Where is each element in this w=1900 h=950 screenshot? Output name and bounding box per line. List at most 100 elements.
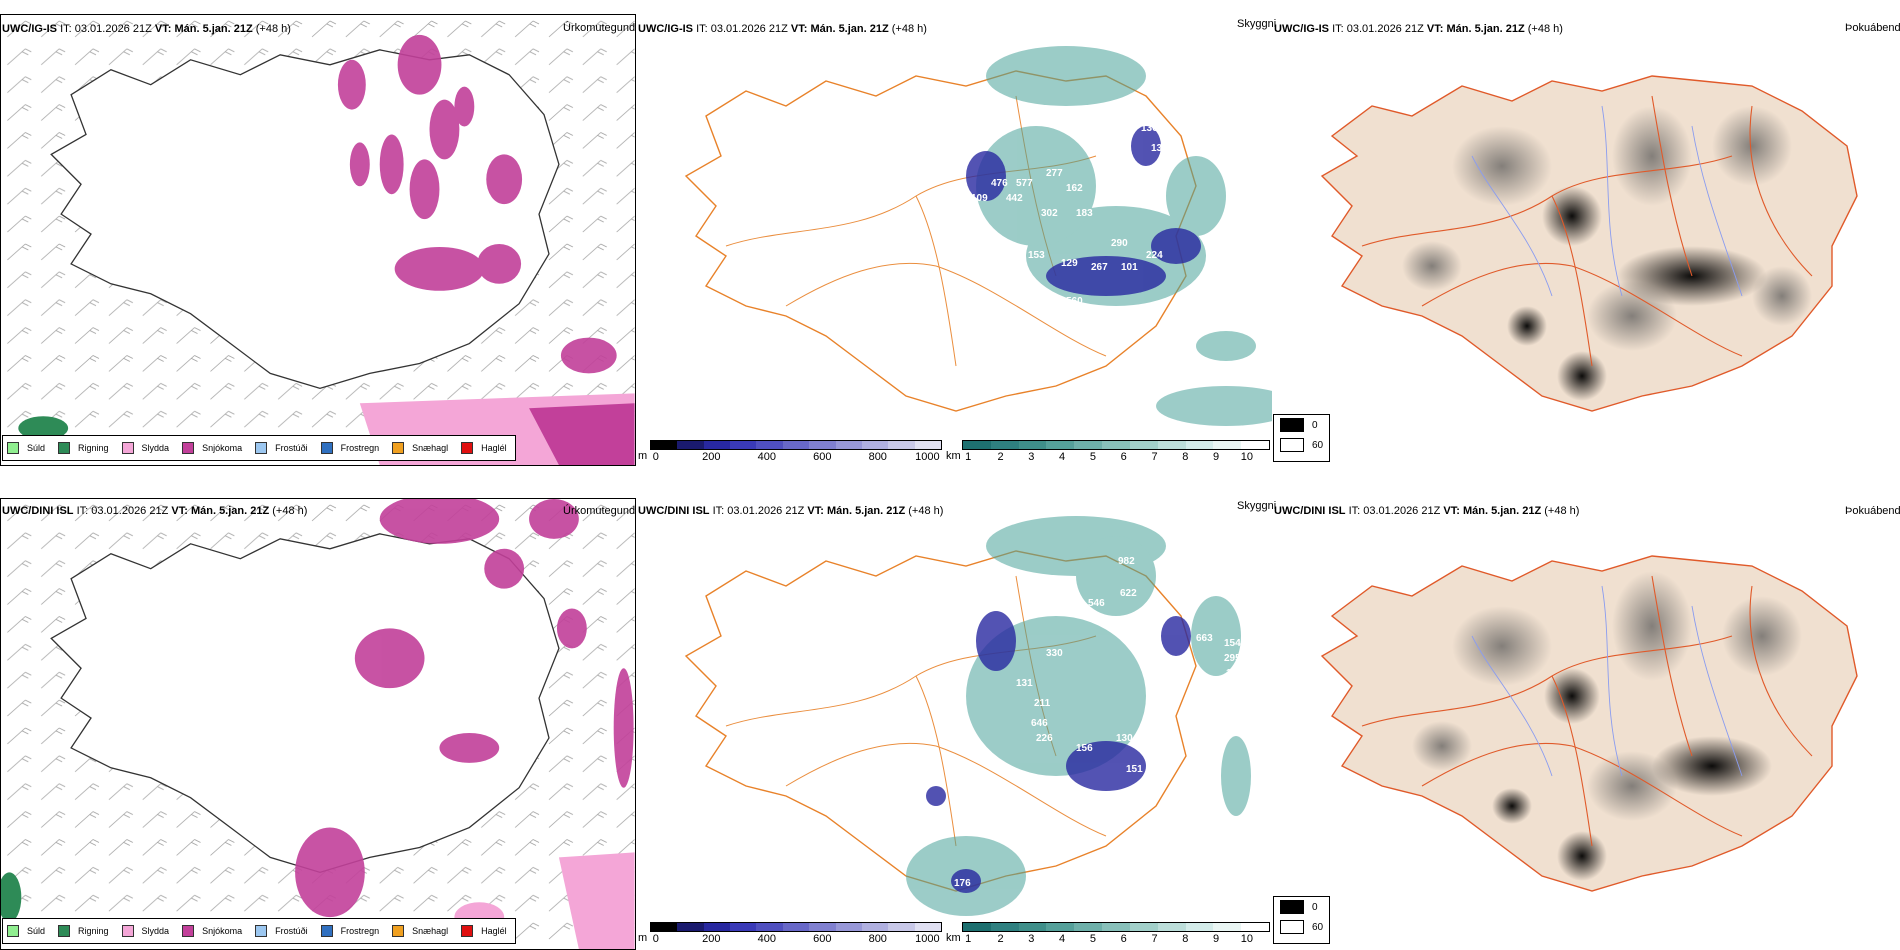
valid-value: Mán. 5.jan. 21Z xyxy=(810,23,889,35)
legend-swatch xyxy=(182,442,195,454)
visibility-title-top: Skyggni xyxy=(1237,18,1277,30)
precip-type-panel-top xyxy=(0,14,636,466)
ceiling-label: 982 xyxy=(1118,556,1135,567)
model-name: UWC/DINI ISL xyxy=(2,505,74,517)
init-value: 03.01.2026 21Z xyxy=(91,505,169,517)
ceiling-colorbar-swatches xyxy=(650,922,942,932)
precip-type-map-top xyxy=(0,14,636,466)
legend-item: Snæhagl xyxy=(392,442,448,454)
cloud-legend-top: 0 60 xyxy=(1273,414,1330,462)
valid-value: Mán. 5.jan. 21Z xyxy=(190,505,270,517)
ceiling-label: 131 xyxy=(1151,143,1168,154)
valid-value: Mán. 5.jan. 21Z xyxy=(174,23,253,35)
precip-type-title-bottom: Úrkomutegund xyxy=(563,505,636,517)
ceiling-label: 151 xyxy=(1126,764,1143,775)
legend-item: Rigning xyxy=(58,925,109,937)
precip-type-legend-bottom: Súld Rigning Slydda Snjókoma Frostúði Fr… xyxy=(2,918,516,944)
cloud-map-top xyxy=(1272,36,1900,436)
cloud-panel-top xyxy=(1272,36,1900,436)
ceiling-colorbar-top: m 0 200 400 600 800 1000 xyxy=(638,440,942,464)
ceiling-label: 137 xyxy=(939,238,956,249)
legend-swatch xyxy=(7,925,19,937)
ceiling-label: 176 xyxy=(954,878,971,889)
ceiling-label: 110 xyxy=(1226,668,1243,679)
ceiling-label: 463 xyxy=(1141,628,1158,639)
valid-value: Mán. 5.jan. 21Z xyxy=(1446,23,1525,35)
ceiling-label: 255 xyxy=(1091,123,1108,134)
visibility-colorbar-swatches xyxy=(962,440,1270,450)
precip-type-map-bottom xyxy=(0,498,636,950)
legend-swatch xyxy=(121,442,134,454)
cloud-panel-bottom xyxy=(1272,516,1900,896)
row-header-top-visibility: UWC/IG-IS IT: 03.01.2026 21Z VT: Mán. 5.… xyxy=(638,23,927,35)
row-header-bottom-visibility: UWC/DINI ISL IT: 03.01.2026 21Z VT: Mán.… xyxy=(638,505,943,517)
visibility-unit: km xyxy=(946,450,961,462)
ceiling-label: 109 xyxy=(971,193,988,204)
visibility-map-top: 255 136 131 476 577 277 162 109 442 302 … xyxy=(636,36,1272,436)
init-value: 03.01.2026 21Z xyxy=(74,23,152,35)
legend-item: Frostúði xyxy=(255,925,308,937)
valid-value: Mán. 5.jan. 21Z xyxy=(826,505,906,517)
ceiling-labels-top: 255 136 131 476 577 277 162 109 442 302 … xyxy=(898,123,1168,397)
model-name: UWC/IG-IS xyxy=(2,23,57,35)
ceiling-label: 226 xyxy=(1036,733,1053,744)
legend-swatch xyxy=(255,925,268,937)
ceiling-label: 577 xyxy=(1016,178,1033,189)
precip-type-legend-top: Súld Rigning Slydda Snjókoma Frostúði Fr… xyxy=(2,435,516,461)
ceiling-label: 442 xyxy=(1006,193,1023,204)
legend-swatch xyxy=(392,925,405,937)
visibility-title-bottom: Skyggni xyxy=(1237,500,1277,512)
init-value: 03.01.2026 21Z xyxy=(710,23,788,35)
legend-item: Haglél xyxy=(461,925,507,937)
ceiling-label: 330 xyxy=(1046,648,1063,659)
init-value: 03.01.2026 21Z xyxy=(1346,23,1424,35)
ceiling-labels-bottom: 982 622 546 463 663 330 131 211 646 226 … xyxy=(954,556,1243,889)
visibility-unit: km xyxy=(946,932,961,944)
valid-label: VT: xyxy=(1443,505,1460,517)
row-header-bottom-cloud: UWC/DINI ISL IT: 03.01.2026 21Z VT: Mán.… xyxy=(1274,505,1579,517)
row-header-top-cloud: UWC/IG-IS IT: 03.01.2026 21Z VT: Mán. 5.… xyxy=(1274,23,1563,35)
ceiling-label: 129 xyxy=(1061,258,1078,269)
ceiling-label: 267 xyxy=(1091,262,1108,273)
lead-time: (+48 h) xyxy=(272,505,308,517)
legend-swatch-white xyxy=(1280,920,1304,934)
ceiling-label: 476 xyxy=(991,178,1008,189)
lead-time: (+48 h) xyxy=(891,23,927,35)
ceiling-label: 224 xyxy=(1146,250,1163,261)
lead-time: (+48 h) xyxy=(908,505,944,517)
ceiling-label: 156 xyxy=(1076,743,1093,754)
cloud-title-bottom: Þokuábendi xyxy=(1845,505,1900,517)
init-value: 03.01.2026 21Z xyxy=(727,505,805,517)
ceiling-label: 302 xyxy=(1041,208,1058,219)
ceiling-label: 101 xyxy=(1121,262,1138,273)
visibility-map-bottom: 982 622 546 463 663 330 131 211 646 226 … xyxy=(636,516,1272,916)
init-value: 03.01.2026 21Z xyxy=(1363,505,1441,517)
cloud-legend-bottom: 0 60 xyxy=(1273,896,1330,944)
init-label: IT: xyxy=(60,23,72,35)
legend-swatch xyxy=(255,442,268,454)
legend-item: Slydda xyxy=(121,442,169,454)
ceiling-label: 136 xyxy=(1141,123,1158,134)
valid-label: VT: xyxy=(790,23,808,35)
ceiling-colorbar-bottom: m 0 200 400 600 800 1000 xyxy=(638,922,942,946)
legend-item: Frostúði xyxy=(255,442,308,454)
ceiling-label: 162 xyxy=(1066,183,1083,194)
model-name: UWC/DINI ISL xyxy=(1274,505,1346,517)
legend-item: Rigning xyxy=(58,442,109,454)
init-label: IT: xyxy=(1332,23,1344,35)
valid-value: Mán. 5.jan. 21Z xyxy=(1462,505,1542,517)
cloud-title-top: Þokuábendi xyxy=(1845,22,1900,34)
valid-label: VT: xyxy=(1426,23,1444,35)
cloud-map-bottom xyxy=(1272,516,1900,896)
ceiling-label: 663 xyxy=(1196,633,1213,644)
ceiling-label: 222 xyxy=(1031,602,1048,613)
legend-item: Snjókoma xyxy=(182,925,242,937)
ceiling-colorbar-swatches xyxy=(650,440,942,450)
legend-swatch-black xyxy=(1280,418,1304,432)
legend-item: Súld xyxy=(7,925,45,937)
visibility-panel-top: 255 136 131 476 577 277 162 109 442 302 … xyxy=(636,36,1272,436)
ceiling-unit: m xyxy=(638,932,648,944)
legend-swatch xyxy=(121,925,134,937)
ceiling-label: 622 xyxy=(1120,588,1137,599)
model-name: UWC/DINI ISL xyxy=(638,505,710,517)
